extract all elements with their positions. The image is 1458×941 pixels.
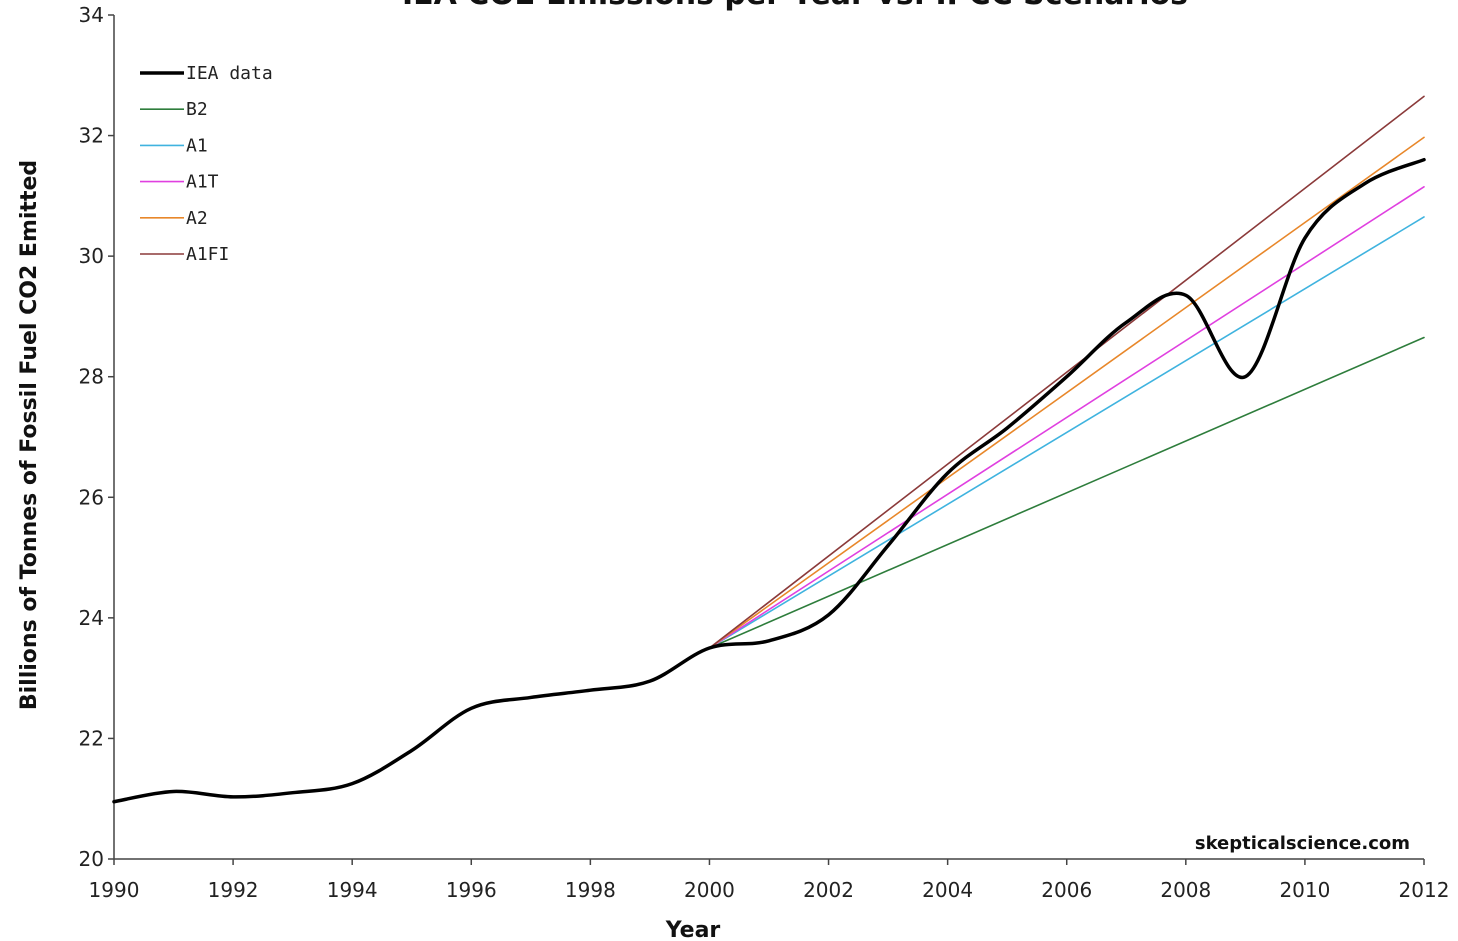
y-tick-label: 24 [79,606,104,630]
series-line-a1fi [708,95,1425,649]
x-tick-label: 2010 [1279,878,1330,902]
y-axis-title: Billions of Tonnes of Fossil Fuel CO2 Em… [17,160,42,710]
y-tick-label: 22 [79,726,104,750]
x-tick-label: 1996 [446,878,497,902]
y-tick-label: 26 [79,485,104,509]
series-line-b2 [708,336,1425,649]
legend-label-a1: A1 [186,135,208,156]
legend-label-a1fi: A1FI [186,244,229,265]
y-tick-label: 34 [79,3,104,27]
y-tick-label: 30 [79,244,104,268]
series-layer [112,95,1426,804]
axes: 1990 1992 1994 1996 1998 2000 2002 2004 2006 2008… [79,3,1450,902]
series-line-a2 [708,136,1425,649]
x-tick-label: 1994 [327,878,378,902]
y-tick-label: 28 [79,365,104,389]
x-tick-label: 1998 [565,878,616,902]
x-tick-label: 2004 [922,878,973,902]
y-tick-label: 20 [79,847,104,871]
x-tick-label: 2000 [684,878,735,902]
x-tick-label: 1992 [208,878,259,902]
legend-label-a1t: A1T [186,172,219,193]
legend: IEA data B2 A1 A1T A2 A1FI [140,63,273,265]
x-tick-label: 1990 [89,878,140,902]
x-tick-label: 2012 [1399,878,1450,902]
x-axis-title: Year [665,918,721,941]
legend-label-iea-data: IEA data [186,63,273,84]
legend-label-a2: A2 [186,208,208,229]
legend-label-b2: B2 [186,99,208,120]
x-tick-label: 2006 [1041,878,1092,902]
series-line-iea-data [112,157,1426,804]
x-tick-label: 2002 [803,878,854,902]
series-line-a1 [708,216,1425,649]
series-line-a1t [708,186,1425,649]
watermark: skepticalscience.com [1195,833,1410,854]
y-tick-label: 32 [79,124,104,148]
chart-title: IEA CO2 Emissions per Year vs. IPCC Scen… [402,0,1188,12]
x-tick-label: 2008 [1160,878,1211,902]
